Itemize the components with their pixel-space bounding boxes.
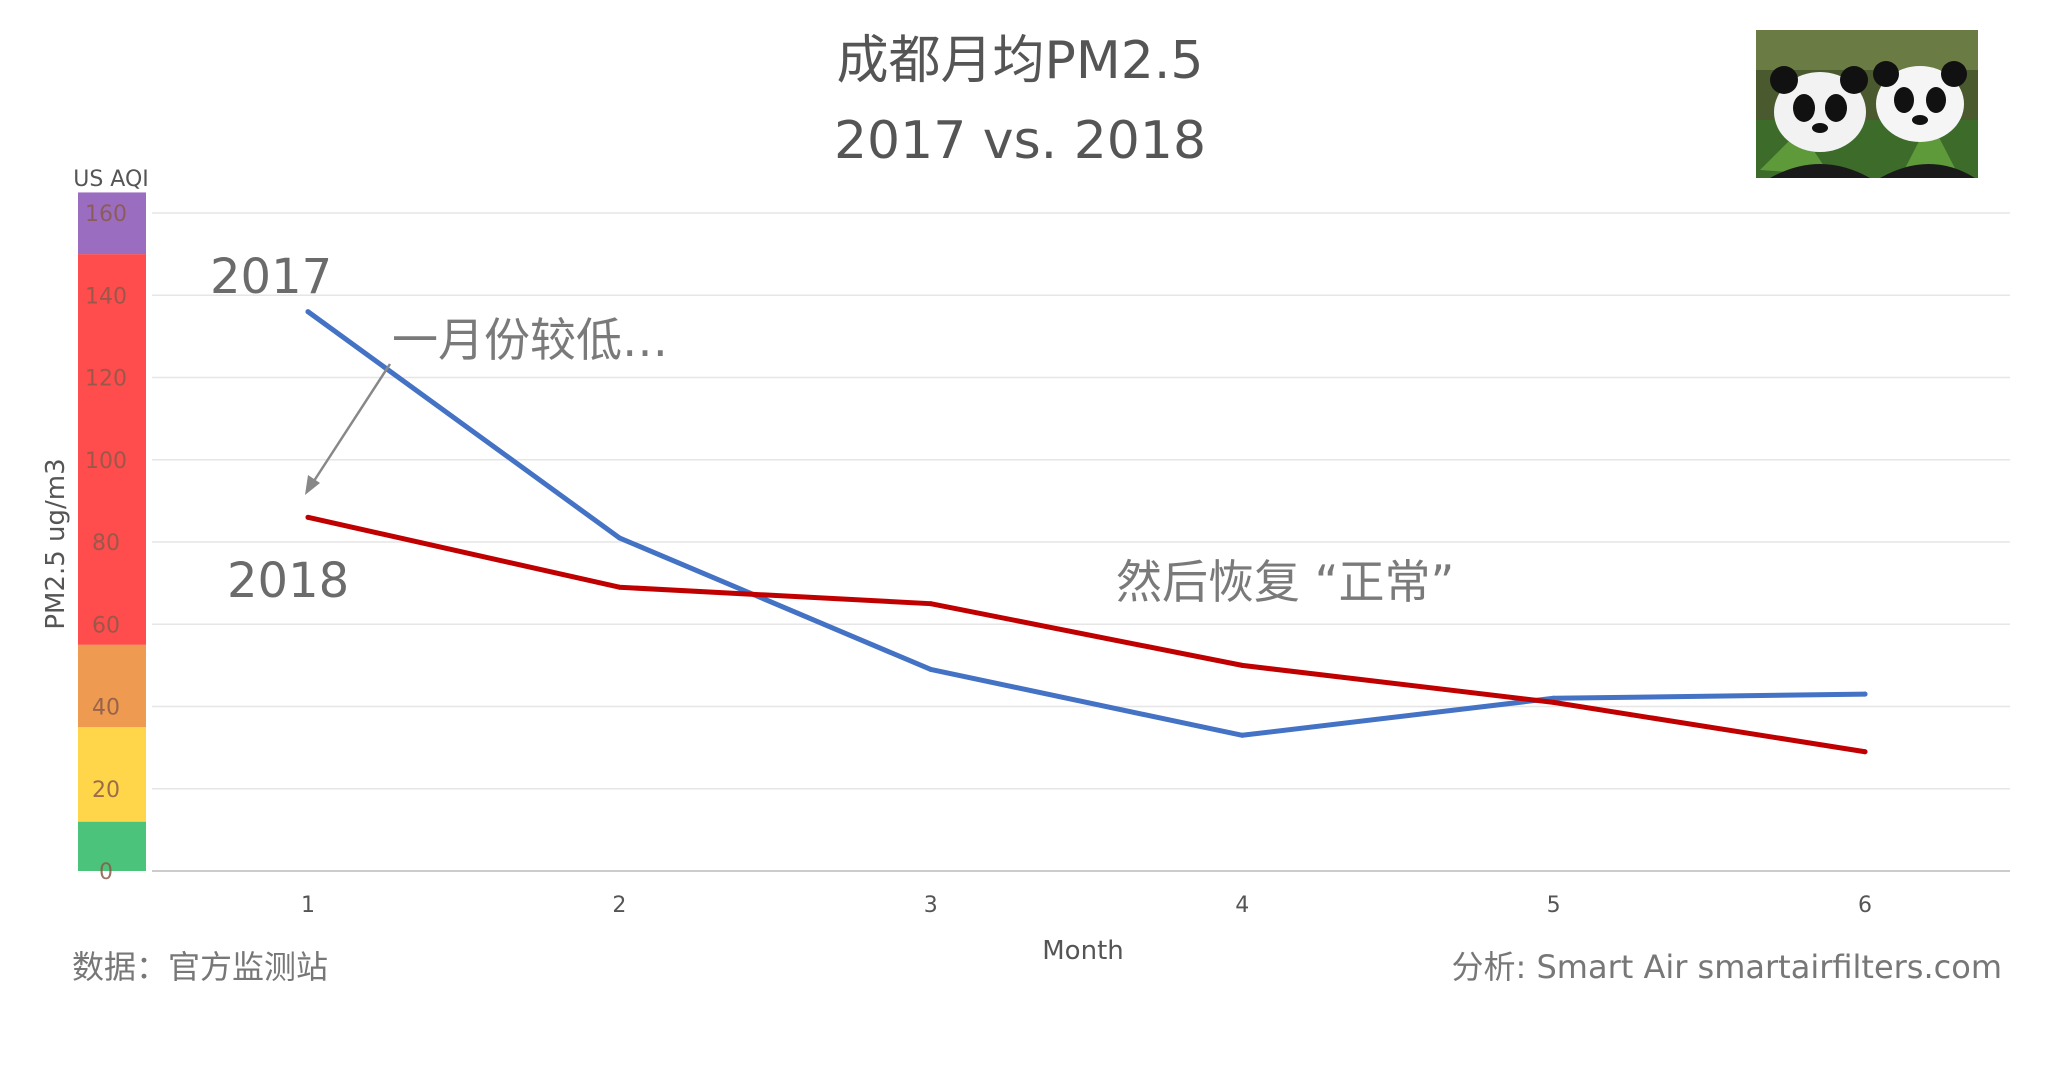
y-axis-title: PM2.5 ug/m3 — [41, 458, 71, 629]
x-tick-labels: 1 2 3 4 5 6 — [301, 893, 1872, 918]
point-2017-4 — [1239, 732, 1245, 738]
y-tick-label-40: 40 — [92, 696, 120, 721]
aqi-band-0 — [78, 821, 146, 871]
footer-analysis: 分析: Smart Air smartairfilters.com — [1452, 948, 2002, 986]
footer-source: 数据：官方监测站 — [72, 948, 328, 986]
aqi-band-4 — [78, 192, 146, 255]
y-tick-label-60: 60 — [92, 613, 120, 638]
aqi-band-2 — [78, 644, 146, 728]
point-2018-4 — [1239, 662, 1245, 668]
point-2018-3 — [928, 601, 934, 607]
x-tick-label-1: 1 — [301, 893, 315, 918]
point-2017-2 — [616, 535, 622, 541]
series-label-2017: 2017 — [210, 249, 332, 305]
y-tick-label-160: 160 — [85, 202, 127, 227]
chart-title-line2: 2017 vs. 2018 — [834, 111, 1206, 171]
y-tick-label-20: 20 — [92, 778, 120, 803]
y-tick-label-0: 0 — [99, 860, 113, 885]
point-2017-1 — [305, 309, 311, 315]
annotation-arrow — [305, 363, 392, 495]
series-lines — [305, 309, 1868, 755]
y-tick-label-140: 140 — [85, 284, 127, 309]
aqi-label: US AQI — [73, 167, 149, 192]
x-tick-label-3: 3 — [924, 893, 938, 918]
x-axis-title: Month — [1042, 936, 1124, 966]
series-label-2018: 2018 — [227, 553, 349, 609]
point-2017-6 — [1862, 691, 1868, 697]
panda-photo — [1756, 30, 1978, 178]
aqi-bands — [78, 192, 146, 871]
y-tick-label-120: 120 — [85, 367, 127, 392]
point-2018-2 — [616, 584, 622, 590]
point-2017-3 — [928, 666, 934, 672]
y-tick-labels: 0 20 40 60 80 100 120 140 160 — [85, 202, 127, 885]
chart-title-line1: 成都月均PM2.5 — [837, 31, 1204, 91]
y-tick-label-80: 80 — [92, 531, 120, 556]
y-tick-label-100: 100 — [85, 449, 127, 474]
grid-lines — [152, 212, 2010, 790]
point-2018-6 — [1862, 749, 1868, 755]
series-line-2017 — [305, 309, 1868, 738]
x-tick-label-4: 4 — [1235, 893, 1249, 918]
aqi-band-1 — [78, 727, 146, 822]
annotation-back-normal: 然后恢复 “正常” — [1116, 555, 1454, 609]
point-2018-1 — [305, 514, 311, 520]
x-tick-label-6: 6 — [1858, 893, 1872, 918]
aqi-band-3 — [78, 254, 146, 645]
point-2017-5 — [1551, 695, 1557, 701]
x-tick-label-5: 5 — [1547, 893, 1561, 918]
x-tick-label-2: 2 — [612, 893, 626, 918]
point-2018-5 — [1551, 699, 1557, 705]
annotation-jan-low: 一月份较低… — [392, 313, 668, 367]
series-line-2018 — [305, 514, 1868, 755]
